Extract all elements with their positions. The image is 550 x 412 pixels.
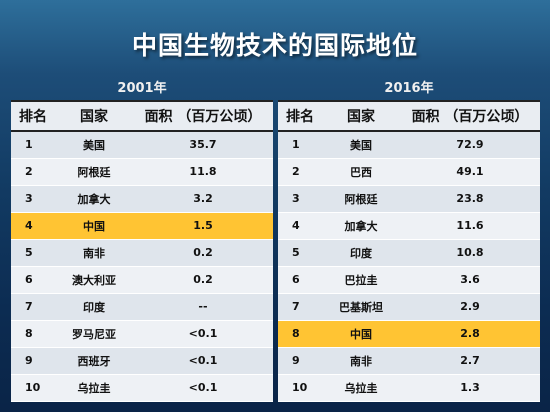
table-row: 9 西班牙 <0.1 bbox=[11, 347, 273, 375]
column-header-rank: 排名 bbox=[278, 100, 322, 132]
year-label-2016: 2016年 bbox=[384, 81, 434, 96]
rank-cell: 8 bbox=[11, 320, 55, 348]
table-row: 7 印度 -- bbox=[11, 293, 273, 321]
rank-cell: 2 bbox=[278, 158, 322, 186]
rank-cell: 5 bbox=[11, 239, 55, 267]
country-cell: 乌拉圭 bbox=[322, 374, 400, 402]
slide-title: 中国生物技术的国际地位 bbox=[131, 31, 418, 60]
table-row: 6 澳大利亚 0.2 bbox=[11, 266, 273, 294]
table-row: 10 乌拉圭 <0.1 bbox=[11, 374, 273, 402]
rank-cell: 4 bbox=[11, 212, 55, 240]
rank-cell: 4 bbox=[278, 212, 322, 240]
table-row: 4 加拿大 11.6 bbox=[278, 212, 540, 240]
area-cell: 11.6 bbox=[400, 212, 540, 240]
area-cell: 3.2 bbox=[133, 185, 273, 213]
table-row: 1 美国 35.7 bbox=[11, 131, 273, 159]
country-cell: 乌拉圭 bbox=[55, 374, 133, 402]
rank-cell: 5 bbox=[278, 239, 322, 267]
table-header-row: 排名 国家 面积 （百万公顷） bbox=[11, 100, 273, 132]
table-row: 9 南非 2.7 bbox=[278, 347, 540, 375]
area-cell: -- bbox=[133, 293, 273, 321]
country-cell: 罗马尼亚 bbox=[55, 320, 133, 348]
area-cell: <0.1 bbox=[133, 320, 273, 348]
area-cell: 72.9 bbox=[400, 131, 540, 159]
rank-cell: 7 bbox=[278, 293, 322, 321]
column-header-country: 国家 bbox=[322, 100, 400, 132]
rank-cell: 9 bbox=[11, 347, 55, 375]
table-row: 8 罗马尼亚 <0.1 bbox=[11, 320, 273, 348]
rank-cell: 8 bbox=[278, 320, 322, 348]
table-panel-2016: 2016年 排名 国家 面积 （百万公顷） 1 美国 72.9 2 巴西 49.1 3 阿根廷… bbox=[278, 78, 540, 402]
table-row: 3 加拿大 3.2 bbox=[11, 185, 273, 213]
country-cell: 印度 bbox=[322, 239, 400, 267]
table-row-highlighted: 8 中国 2.8 bbox=[278, 320, 540, 348]
table-header-row: 排名 国家 面积 （百万公顷） bbox=[278, 100, 540, 132]
table-row: 5 南非 0.2 bbox=[11, 239, 273, 267]
area-cell: 0.2 bbox=[133, 266, 273, 294]
rank-cell: 10 bbox=[11, 374, 55, 402]
country-cell: 中国 bbox=[55, 212, 133, 240]
country-cell: 南非 bbox=[322, 347, 400, 375]
area-cell: 0.2 bbox=[133, 239, 273, 267]
country-cell: 美国 bbox=[322, 131, 400, 159]
area-cell: 11.8 bbox=[133, 158, 273, 186]
country-cell: 巴基斯坦 bbox=[322, 293, 400, 321]
area-cell: 49.1 bbox=[400, 158, 540, 186]
column-header-country: 国家 bbox=[55, 100, 133, 132]
country-cell: 巴拉圭 bbox=[322, 266, 400, 294]
table-row: 10 乌拉圭 1.3 bbox=[278, 374, 540, 402]
rank-cell: 3 bbox=[11, 185, 55, 213]
area-cell: 2.7 bbox=[400, 347, 540, 375]
area-cell: 1.3 bbox=[400, 374, 540, 402]
area-cell: 35.7 bbox=[133, 131, 273, 159]
area-cell: 1.5 bbox=[133, 212, 273, 240]
area-cell: 2.8 bbox=[400, 320, 540, 348]
rank-cell: 9 bbox=[278, 347, 322, 375]
area-cell: 10.8 bbox=[400, 239, 540, 267]
country-cell: 巴西 bbox=[322, 158, 400, 186]
area-cell: <0.1 bbox=[133, 374, 273, 402]
rank-cell: 2 bbox=[11, 158, 55, 186]
table-row: 7 巴基斯坦 2.9 bbox=[278, 293, 540, 321]
column-header-area: 面积 （百万公顷） bbox=[133, 100, 273, 132]
country-cell: 西班牙 bbox=[55, 347, 133, 375]
table-row: 2 阿根廷 11.8 bbox=[11, 158, 273, 186]
country-cell: 南非 bbox=[55, 239, 133, 267]
country-cell: 美国 bbox=[55, 131, 133, 159]
rank-cell: 7 bbox=[11, 293, 55, 321]
table-row-highlighted: 4 中国 1.5 bbox=[11, 212, 273, 240]
country-cell: 阿根廷 bbox=[55, 158, 133, 186]
column-header-rank: 排名 bbox=[11, 100, 55, 132]
table-row: 2 巴西 49.1 bbox=[278, 158, 540, 186]
country-cell: 印度 bbox=[55, 293, 133, 321]
column-header-area: 面积 （百万公顷） bbox=[400, 100, 540, 132]
table-row: 5 印度 10.8 bbox=[278, 239, 540, 267]
table-row: 1 美国 72.9 bbox=[278, 131, 540, 159]
ranking-table-2001: 排名 国家 面积 （百万公顷） 1 美国 35.7 2 阿根廷 11.8 3 加拿大 3.2 4 中… bbox=[11, 100, 273, 402]
country-cell: 澳大利亚 bbox=[55, 266, 133, 294]
rank-cell: 6 bbox=[278, 266, 322, 294]
rank-cell: 10 bbox=[278, 374, 322, 402]
table-row: 3 阿根廷 23.8 bbox=[278, 185, 540, 213]
area-cell: 23.8 bbox=[400, 185, 540, 213]
table-panel-2001: 2001年 排名 国家 面积 （百万公顷） 1 美国 35.7 2 阿根廷 11.8 3 加拿… bbox=[11, 78, 273, 402]
country-cell: 加拿大 bbox=[55, 185, 133, 213]
area-cell: <0.1 bbox=[133, 347, 273, 375]
year-label-2001: 2001年 bbox=[117, 81, 167, 96]
rank-cell: 1 bbox=[11, 131, 55, 159]
ranking-table-2016: 排名 国家 面积 （百万公顷） 1 美国 72.9 2 巴西 49.1 3 阿根廷 23.8 4 加… bbox=[278, 100, 540, 402]
country-cell: 加拿大 bbox=[322, 212, 400, 240]
area-cell: 3.6 bbox=[400, 266, 540, 294]
rank-cell: 1 bbox=[278, 131, 322, 159]
rank-cell: 3 bbox=[278, 185, 322, 213]
country-cell: 中国 bbox=[322, 320, 400, 348]
table-row: 6 巴拉圭 3.6 bbox=[278, 266, 540, 294]
country-cell: 阿根廷 bbox=[322, 185, 400, 213]
area-cell: 2.9 bbox=[400, 293, 540, 321]
rank-cell: 6 bbox=[11, 266, 55, 294]
